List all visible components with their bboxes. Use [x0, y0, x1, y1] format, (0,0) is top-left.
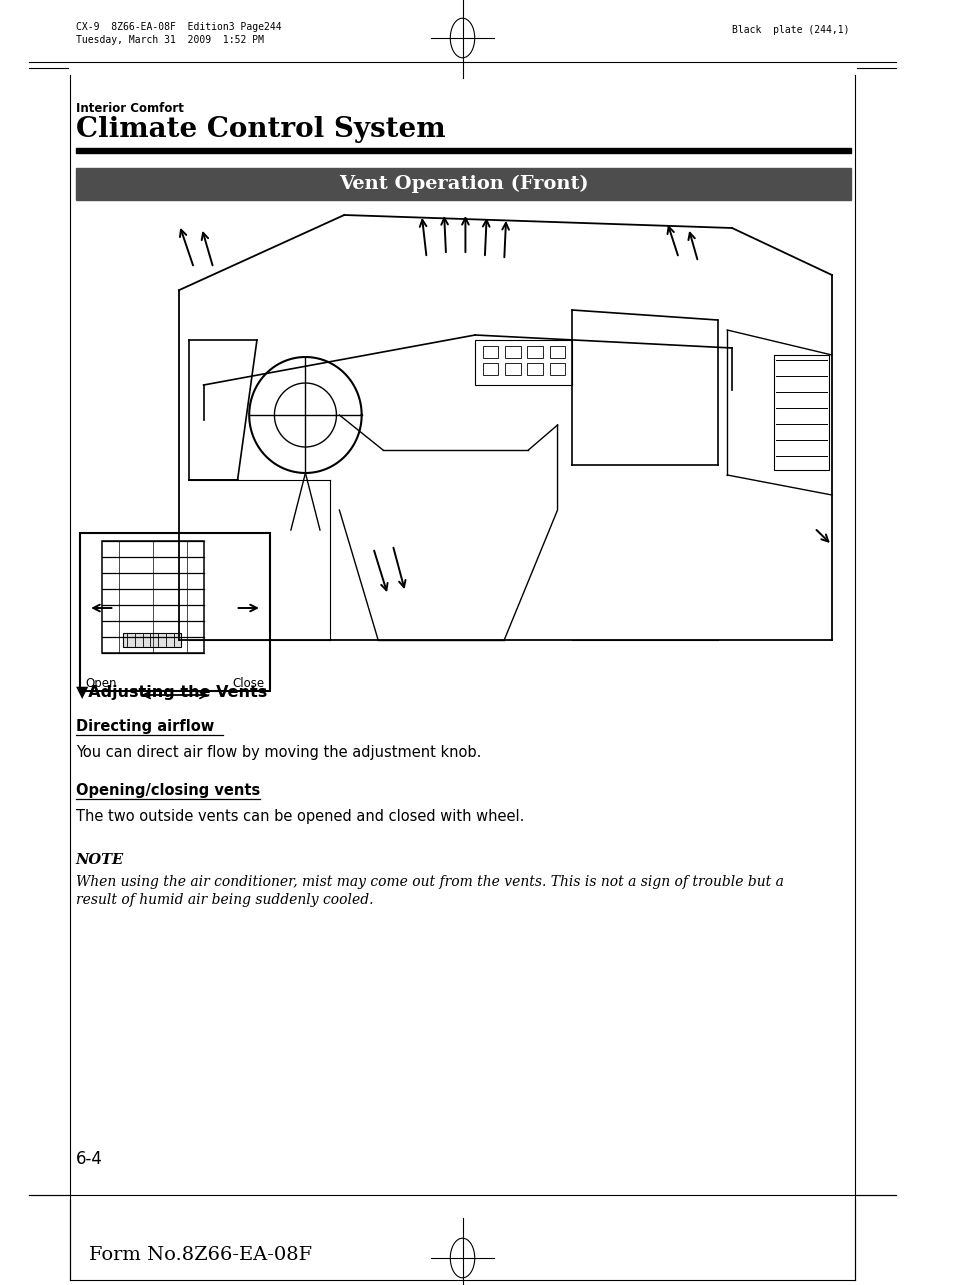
Text: Climate Control System: Climate Control System — [75, 116, 445, 143]
Bar — [482, 346, 497, 359]
Text: Tuesday, March 31  2009  1:52 PM: Tuesday, March 31 2009 1:52 PM — [75, 35, 263, 45]
Bar — [527, 362, 542, 375]
Bar — [102, 541, 203, 653]
Text: The two outside vents can be opened and closed with wheel.: The two outside vents can be opened and … — [75, 810, 523, 824]
Bar — [80, 533, 270, 691]
Text: CX-9  8Z66-EA-08F  Edition3 Page244: CX-9 8Z66-EA-08F Edition3 Page244 — [75, 22, 281, 32]
Text: 6-4: 6-4 — [75, 1150, 102, 1168]
Bar — [549, 346, 565, 359]
Text: Open: Open — [85, 677, 116, 690]
Text: Vent Operation (Front): Vent Operation (Front) — [338, 175, 588, 193]
Text: NOTE: NOTE — [75, 853, 124, 867]
Bar — [505, 346, 520, 359]
Bar — [505, 362, 520, 375]
Text: When using the air conditioner, mist may come out from the vents. This is not a : When using the air conditioner, mist may… — [75, 875, 782, 889]
Bar — [123, 634, 181, 648]
Bar — [482, 362, 497, 375]
Bar — [75, 168, 850, 200]
Bar — [75, 148, 850, 153]
Text: Close: Close — [233, 677, 264, 690]
Text: Black  plate (244,1): Black plate (244,1) — [731, 24, 848, 35]
Text: Interior Comfort: Interior Comfort — [75, 102, 183, 114]
Text: result of humid air being suddenly cooled.: result of humid air being suddenly coole… — [75, 893, 373, 907]
Bar — [527, 346, 542, 359]
Text: Opening/closing vents: Opening/closing vents — [75, 783, 259, 798]
Text: Form No.8Z66-EA-08F: Form No.8Z66-EA-08F — [90, 1246, 312, 1264]
Bar — [773, 355, 828, 470]
Bar — [475, 341, 572, 386]
Text: You can direct air flow by moving the adjustment knob.: You can direct air flow by moving the ad… — [75, 745, 480, 759]
Text: Directing airflow: Directing airflow — [75, 720, 213, 734]
Text: ▼Adjusting the Vents: ▼Adjusting the Vents — [75, 685, 267, 700]
Bar — [549, 362, 565, 375]
